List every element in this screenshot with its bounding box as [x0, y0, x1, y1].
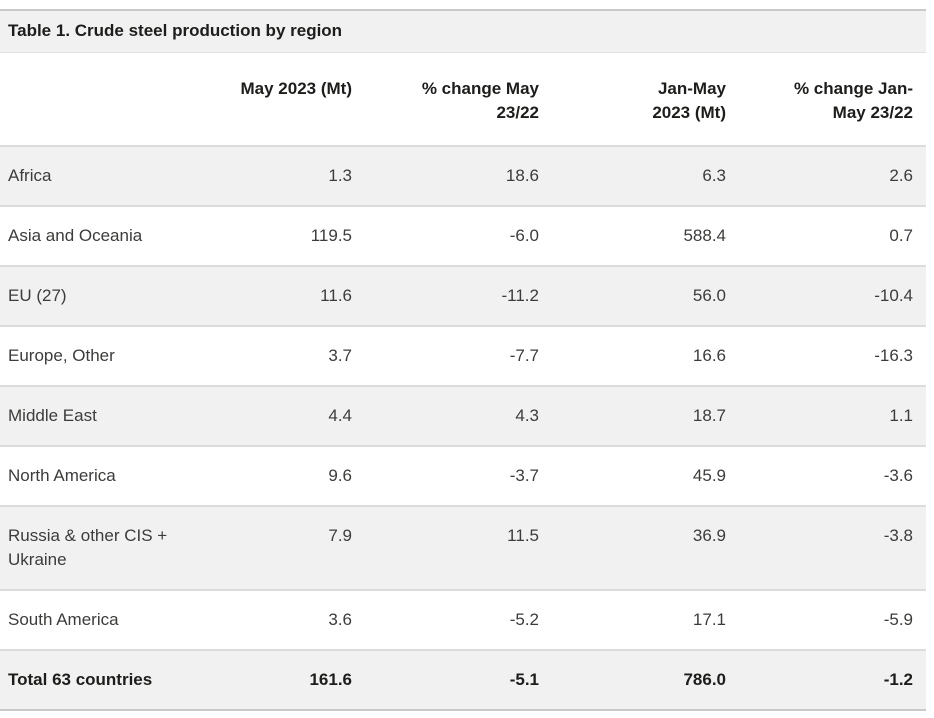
region-cell: Russia & other CIS + Ukraine	[8, 526, 168, 569]
value-cell-pct-change-may: 18.6	[505, 166, 539, 185]
region-cell: EU (27)	[8, 286, 67, 305]
table-row: Asia and Oceania 119.5 -6.0 588.4 0.7	[0, 206, 926, 266]
value-cell-pct-change-jan-may: -16.3	[874, 346, 913, 365]
value-cell-pct-change-jan-may: -5.9	[883, 610, 913, 629]
value-cell-pct-change-jan-may: -3.6	[883, 466, 913, 485]
header-cell-may-2023-mt: May 2023 (Mt)	[240, 79, 352, 98]
region-cell: Africa	[8, 166, 52, 185]
header-cell-region	[0, 53, 178, 146]
value-cell-pct-change-jan-may: 0.7	[889, 226, 913, 245]
region-cell: Middle East	[8, 406, 97, 425]
header-cell-pct-change-jan-may-23-22: % change Jan- May 23/22	[793, 79, 913, 122]
header-cell-jan-may-2023-mt: Jan-May 2023 (Mt)	[652, 79, 726, 122]
table-body: Africa 1.3 18.6 6.3 2.6 Asia and Oceania…	[0, 146, 926, 710]
value-cell-pct-change-jan-may: -1.2	[883, 670, 913, 689]
value-cell-pct-change-may: 11.5	[507, 526, 539, 545]
region-cell: Asia and Oceania	[8, 226, 143, 245]
value-cell-pct-change-jan-may: -3.8	[883, 526, 913, 545]
value-cell-pct-change-jan-may: 2.6	[889, 166, 913, 185]
crude-steel-table: May 2023 (Mt) % change May 23/22 Jan-May…	[0, 53, 926, 711]
region-cell: North America	[8, 466, 116, 485]
value-cell-may-2023: 4.4	[328, 406, 352, 425]
region-cell: Total 63 countries	[8, 670, 153, 689]
value-cell-pct-change-jan-may: -10.4	[874, 286, 913, 305]
value-cell-may-2023: 119.5	[310, 226, 352, 245]
header-cell-pct-change-may-23-22: % change May 23/22	[421, 79, 539, 122]
value-cell-may-2023: 3.6	[328, 610, 352, 629]
value-cell-may-2023: 9.6	[328, 466, 352, 485]
crude-steel-table-card: Table 1. Crude steel production by regio…	[0, 9, 926, 711]
table-row: EU (27) 11.6 -11.2 56.0 -10.4	[0, 266, 926, 326]
value-cell-jan-may-2023: 16.6	[692, 346, 726, 365]
value-cell-may-2023: 1.3	[328, 166, 352, 185]
value-cell-jan-may-2023: 588.4	[683, 226, 726, 245]
table-row: Russia & other CIS + Ukraine 7.9 11.5 36…	[0, 506, 926, 590]
table-total-row: Total 63 countries 161.6 -5.1 786.0 -1.2	[0, 650, 926, 710]
value-cell-may-2023: 161.6	[309, 670, 352, 689]
header-row: May 2023 (Mt) % change May 23/22 Jan-May…	[0, 53, 926, 146]
value-cell-jan-may-2023: 18.7	[692, 406, 726, 425]
table-row: South America 3.6 -5.2 17.1 -5.9	[0, 590, 926, 650]
table-title-bar: Table 1. Crude steel production by regio…	[0, 9, 926, 53]
value-cell-pct-change-may: -5.1	[509, 670, 539, 689]
value-cell-jan-may-2023: 786.0	[683, 670, 726, 689]
value-cell-may-2023: 7.9	[328, 526, 352, 545]
region-cell: Europe, Other	[8, 346, 115, 365]
table-row: North America 9.6 -3.7 45.9 -3.6	[0, 446, 926, 506]
value-cell-jan-may-2023: 6.3	[702, 166, 726, 185]
value-cell-pct-change-may: -11.2	[501, 286, 540, 305]
value-cell-pct-change-may: -7.7	[509, 346, 539, 365]
value-cell-pct-change-may: -6.0	[509, 226, 539, 245]
value-cell-jan-may-2023: 45.9	[692, 466, 726, 485]
value-cell-pct-change-may: 4.3	[515, 406, 539, 425]
value-cell-pct-change-jan-may: 1.1	[889, 406, 913, 425]
value-cell-pct-change-may: -3.7	[509, 466, 539, 485]
table-header: May 2023 (Mt) % change May 23/22 Jan-May…	[0, 53, 926, 146]
value-cell-jan-may-2023: 36.9	[692, 526, 726, 545]
value-cell-jan-may-2023: 56.0	[692, 286, 726, 305]
table-row: Europe, Other 3.7 -7.7 16.6 -16.3	[0, 326, 926, 386]
value-cell-jan-may-2023: 17.1	[692, 610, 726, 629]
value-cell-may-2023: 3.7	[328, 346, 352, 365]
table-title: Table 1. Crude steel production by regio…	[8, 21, 343, 40]
table-row: Middle East 4.4 4.3 18.7 1.1	[0, 386, 926, 446]
table-row: Africa 1.3 18.6 6.3 2.6	[0, 146, 926, 206]
region-cell: South America	[8, 610, 119, 629]
value-cell-may-2023: 11.6	[320, 286, 352, 305]
value-cell-pct-change-may: -5.2	[509, 610, 539, 629]
